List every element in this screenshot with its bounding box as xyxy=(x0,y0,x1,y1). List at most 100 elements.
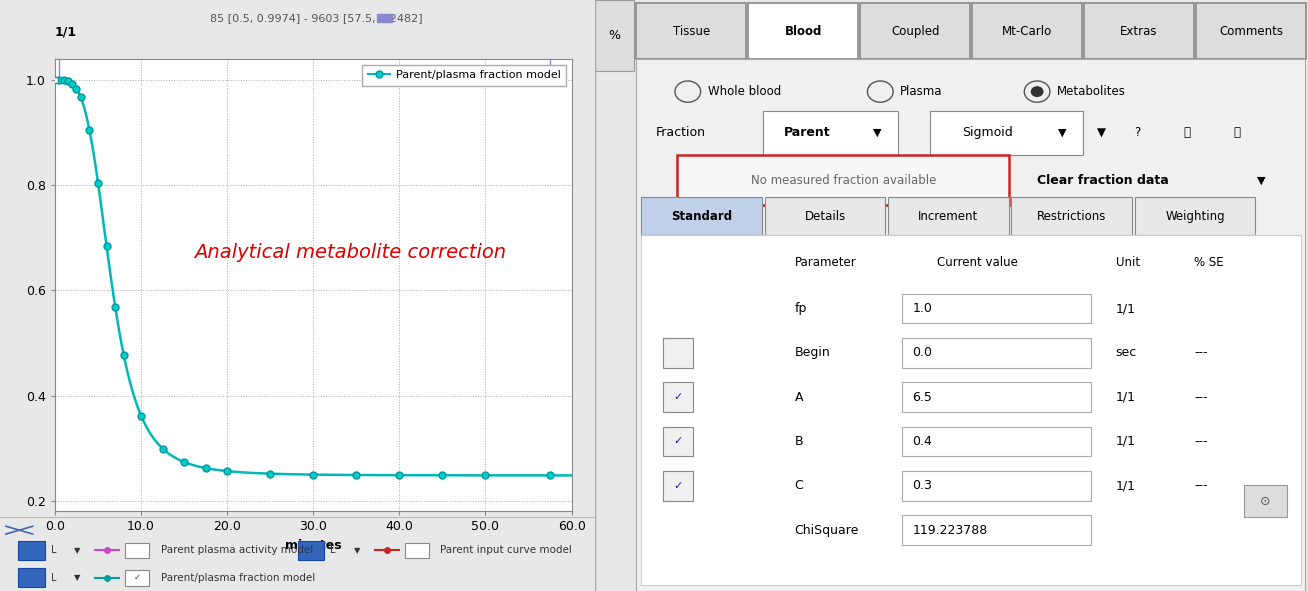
Bar xyxy=(888,197,1008,235)
Bar xyxy=(901,294,1091,323)
Text: Sigmoid: Sigmoid xyxy=(963,126,1012,139)
Text: ✓: ✓ xyxy=(674,437,683,446)
Text: ▼: ▼ xyxy=(354,546,361,555)
Text: 85 [0.5, 0.9974] - 9603 [57.5, 0.2482]: 85 [0.5, 0.9974] - 9603 [57.5, 0.2482] xyxy=(211,13,422,22)
Bar xyxy=(1196,3,1305,59)
Bar xyxy=(763,111,899,155)
Text: Unit: Unit xyxy=(1116,256,1139,269)
Text: Analytical metabolite correction: Analytical metabolite correction xyxy=(195,243,506,262)
Bar xyxy=(1244,485,1287,517)
Text: Parent plasma activity model: Parent plasma activity model xyxy=(161,545,313,556)
Text: Blood: Blood xyxy=(785,25,821,37)
Legend: Parent/plasma fraction model: Parent/plasma fraction model xyxy=(362,64,566,86)
Text: Weighting: Weighting xyxy=(1165,210,1224,222)
Text: ▼: ▼ xyxy=(1257,176,1266,185)
Text: No measured fraction available: No measured fraction available xyxy=(751,174,937,187)
Text: L: L xyxy=(331,545,336,556)
Text: Metabolites: Metabolites xyxy=(1057,85,1126,98)
Text: ?: ? xyxy=(1134,126,1141,139)
Text: ✓: ✓ xyxy=(674,481,683,491)
Text: Comments: Comments xyxy=(1219,25,1283,37)
Text: Begin: Begin xyxy=(795,346,831,359)
Bar xyxy=(404,543,429,558)
Bar xyxy=(678,155,1008,205)
Bar xyxy=(18,541,44,560)
Bar xyxy=(901,382,1091,412)
Bar xyxy=(126,543,149,558)
Text: ✓: ✓ xyxy=(133,573,140,582)
Text: Current value: Current value xyxy=(938,256,1018,269)
Bar xyxy=(901,338,1091,368)
Text: ▼: ▼ xyxy=(872,128,882,138)
Text: L: L xyxy=(51,573,56,583)
Bar xyxy=(663,471,693,501)
Bar xyxy=(972,3,1082,59)
Text: B: B xyxy=(795,435,803,448)
Text: 119.223788: 119.223788 xyxy=(913,524,988,537)
Bar xyxy=(1011,197,1131,235)
Text: A: A xyxy=(795,391,803,404)
Text: ---: --- xyxy=(1194,391,1207,404)
Text: Fraction: Fraction xyxy=(655,126,706,139)
Text: Clear fraction data: Clear fraction data xyxy=(1037,174,1169,187)
Bar xyxy=(298,541,324,560)
Bar xyxy=(641,197,763,235)
Text: ---: --- xyxy=(1194,435,1207,448)
Bar xyxy=(663,427,693,456)
Text: Details: Details xyxy=(804,210,846,222)
Text: ---: --- xyxy=(1194,479,1207,492)
Bar xyxy=(930,111,1083,155)
Text: 1.0: 1.0 xyxy=(913,302,933,315)
Text: Coupled: Coupled xyxy=(891,25,939,37)
Text: Tissue: Tissue xyxy=(672,25,710,37)
Text: % SE: % SE xyxy=(1194,256,1223,269)
Text: ▼: ▼ xyxy=(1058,128,1066,138)
Bar xyxy=(1084,3,1194,59)
Text: Mt-Carlo: Mt-Carlo xyxy=(1002,25,1052,37)
Text: 0.4: 0.4 xyxy=(913,435,933,448)
Bar xyxy=(861,3,971,59)
Text: ✓: ✓ xyxy=(674,392,683,402)
Text: Increment: Increment xyxy=(918,210,978,222)
Bar xyxy=(1135,197,1256,235)
Text: Whole blood: Whole blood xyxy=(708,85,781,98)
Text: 1/1: 1/1 xyxy=(1116,391,1135,404)
Text: Parameter: Parameter xyxy=(795,256,857,269)
Bar xyxy=(641,235,1301,585)
Bar xyxy=(765,197,886,235)
Bar xyxy=(126,570,149,586)
Text: 1/1: 1/1 xyxy=(1116,479,1135,492)
Text: ⊙: ⊙ xyxy=(1260,495,1270,508)
Text: ---: --- xyxy=(1194,346,1207,359)
Text: Standard: Standard xyxy=(671,210,732,222)
Text: L: L xyxy=(51,545,56,556)
Text: 6.5: 6.5 xyxy=(913,391,933,404)
Text: %: % xyxy=(608,29,621,42)
Bar xyxy=(748,3,858,59)
Text: ChiSquare: ChiSquare xyxy=(795,524,859,537)
Bar xyxy=(18,569,44,587)
Text: C: C xyxy=(795,479,803,492)
Text: 0.3: 0.3 xyxy=(913,479,933,492)
Text: ▼: ▼ xyxy=(1097,126,1105,139)
Bar xyxy=(663,382,693,412)
Text: Plasma: Plasma xyxy=(900,85,943,98)
Text: Restrictions: Restrictions xyxy=(1037,210,1107,222)
Text: 0.0: 0.0 xyxy=(913,346,933,359)
Text: ▼: ▼ xyxy=(75,573,81,582)
Bar xyxy=(901,515,1091,545)
Text: Parent: Parent xyxy=(783,126,831,139)
Text: 🖿: 🖿 xyxy=(1184,126,1190,139)
Text: sec: sec xyxy=(1116,346,1137,359)
Circle shape xyxy=(1032,87,1042,96)
Bar xyxy=(595,0,634,71)
Bar xyxy=(663,338,693,368)
X-axis label: minutes: minutes xyxy=(285,539,341,552)
Bar xyxy=(901,471,1091,501)
Text: Parent input curve model: Parent input curve model xyxy=(441,545,573,556)
Text: ▼: ▼ xyxy=(75,546,81,555)
Bar xyxy=(637,3,747,59)
Text: fp: fp xyxy=(795,302,807,315)
Bar xyxy=(901,427,1091,456)
Text: 💾: 💾 xyxy=(1233,126,1240,139)
